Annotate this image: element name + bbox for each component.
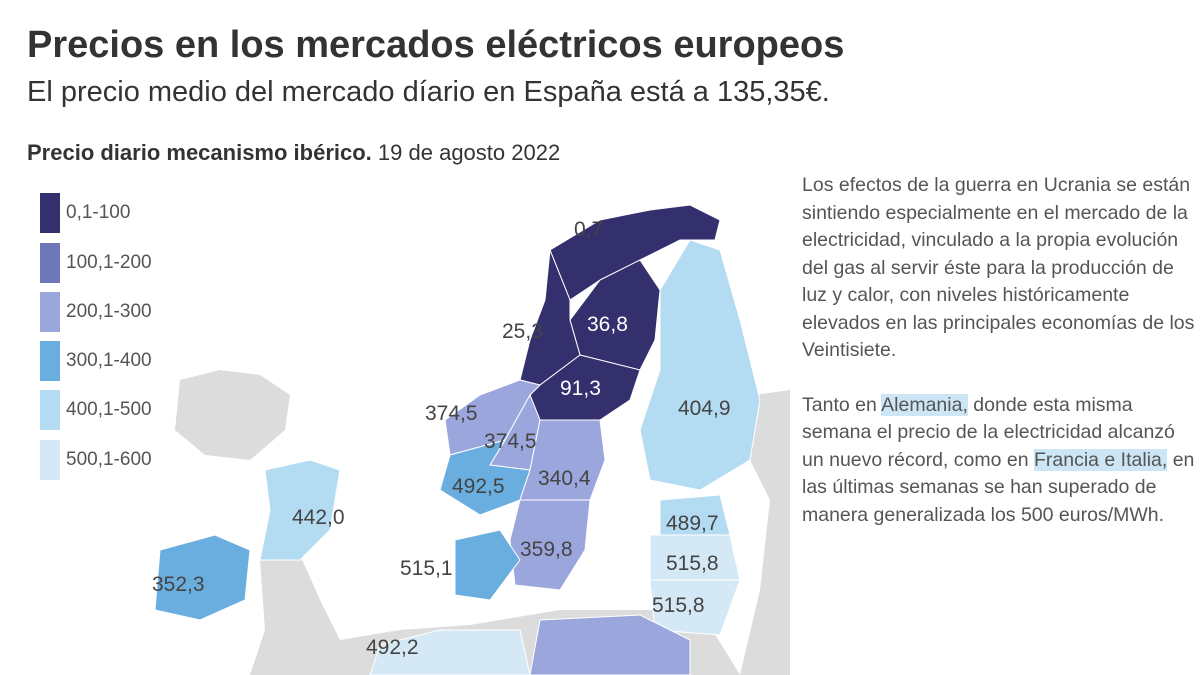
legend-swatch bbox=[40, 243, 60, 283]
paragraph-1: Los efectos de la guerra en Ucrania se e… bbox=[802, 174, 1195, 361]
russia-land bbox=[720, 390, 790, 675]
legend-item: 100,1-200 bbox=[40, 243, 152, 283]
subtitle: El precio medio del mercado díario en Es… bbox=[27, 76, 830, 108]
text-run: en las últimas semanas se han superado d… bbox=[802, 448, 1195, 526]
legend-label: 400,1-500 bbox=[66, 399, 152, 420]
region-label: 492,5 bbox=[452, 475, 505, 498]
region-label: 352,3 bbox=[152, 573, 205, 596]
highlight-alemania: Alemania, bbox=[881, 393, 968, 416]
region-label: 442,0 bbox=[292, 506, 345, 529]
region-se4 bbox=[509, 499, 591, 591]
region-no4 bbox=[549, 204, 721, 301]
article-text: Los efectos de la guerra en Ucrania se e… bbox=[802, 172, 1200, 556]
region-label: 25,3 bbox=[502, 320, 543, 343]
legend-item: 500,1-600 bbox=[40, 440, 152, 480]
finland bbox=[639, 239, 761, 491]
germany bbox=[369, 629, 531, 675]
uk-england bbox=[250, 555, 340, 675]
map-heading: Precio diario mecanismo ibérico. 19 de a… bbox=[27, 140, 560, 166]
denmark bbox=[454, 529, 521, 601]
region-label: 374,5 bbox=[484, 430, 537, 453]
region-label: 489,7 bbox=[666, 512, 719, 535]
region-label: 492,2 bbox=[366, 636, 419, 659]
legend-label: 100,1-200 bbox=[66, 252, 152, 273]
legend-item: 0,1-100 bbox=[40, 193, 130, 233]
iceland bbox=[175, 370, 290, 460]
page-title: Precios en los mercados eléctricos europ… bbox=[27, 24, 845, 66]
legend-item: 400,1-500 bbox=[40, 390, 152, 430]
legend-label: 0,1-100 bbox=[66, 202, 131, 223]
region-label: 515,8 bbox=[652, 594, 705, 617]
legend-swatch bbox=[40, 390, 60, 430]
legend-item: 300,1-400 bbox=[40, 341, 152, 381]
region-label: 515,8 bbox=[666, 552, 719, 575]
paragraph-2: Tanto en Alemania, donde esta misma sema… bbox=[802, 392, 1200, 530]
region-label: 340,4 bbox=[538, 467, 591, 490]
region-label: 0,7 bbox=[574, 218, 604, 241]
map bbox=[154, 204, 790, 675]
highlight-francia-italia: Francia e Italia, bbox=[1033, 448, 1168, 471]
region-label: 374,5 bbox=[425, 402, 478, 425]
legend-swatch bbox=[40, 193, 60, 233]
map-heading-bold: Precio diario mecanismo ibérico. bbox=[27, 140, 372, 165]
region-label: 36,8 bbox=[587, 313, 628, 336]
text-run: donde esta misma semana el precio de la … bbox=[802, 393, 1175, 471]
lithuania bbox=[649, 579, 741, 636]
region-label: 404,9 bbox=[678, 397, 731, 420]
region-label: 359,8 bbox=[520, 538, 573, 561]
poland bbox=[529, 614, 691, 675]
legend-swatch bbox=[40, 292, 60, 332]
region-label: 91,3 bbox=[560, 377, 601, 400]
map-date: 19 de agosto 2022 bbox=[377, 140, 561, 165]
scotland bbox=[259, 459, 341, 561]
ireland bbox=[154, 534, 251, 621]
legend-label: 200,1-300 bbox=[66, 301, 152, 322]
legend-item: 200,1-300 bbox=[40, 292, 152, 332]
text-run: Tanto en bbox=[802, 393, 882, 416]
legend-swatch bbox=[40, 341, 60, 381]
region-label: 515,1 bbox=[400, 557, 453, 580]
legend-label: 300,1-400 bbox=[66, 350, 152, 371]
legend-label: 500,1-600 bbox=[66, 449, 152, 470]
legend-swatch bbox=[40, 440, 60, 480]
